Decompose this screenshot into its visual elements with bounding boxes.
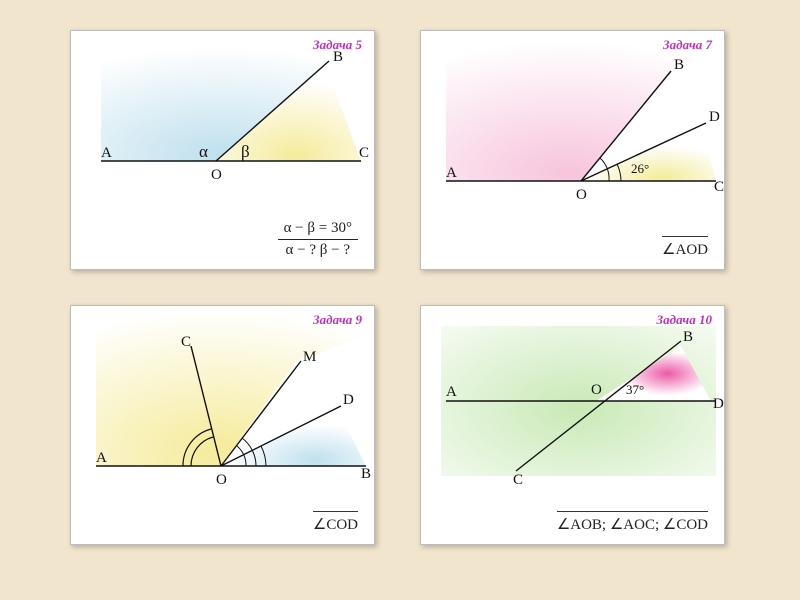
answer-box: α − β = 30°α − ? β − ?: [278, 220, 358, 259]
problem-card-c3: Задача 9 A O B C M D ∠COD: [70, 305, 375, 545]
diagram: AOCBαβ: [71, 31, 376, 196]
point-label: D: [709, 109, 720, 125]
point-label: C: [181, 334, 191, 350]
card-title: Задача 10: [657, 312, 712, 328]
answer-box: ∠AOB; ∠AOC; ∠COD: [557, 508, 708, 534]
annotation-text: 37°: [626, 382, 644, 397]
card-title: Задача 9: [313, 312, 362, 328]
answer-box: ∠COD: [313, 508, 358, 534]
point-label: C: [714, 179, 724, 195]
annotation-text: α: [199, 142, 208, 161]
point-label: B: [674, 57, 684, 73]
point-label: O: [216, 472, 227, 488]
point-label: A: [446, 384, 457, 400]
point-label: C: [513, 472, 523, 488]
diagram: A O B C M D: [71, 306, 376, 491]
point-label: O: [211, 167, 222, 183]
point-label: D: [713, 396, 724, 412]
point-label: B: [683, 329, 693, 345]
point-label: A: [101, 145, 112, 161]
point-label: A: [446, 165, 457, 181]
answer-box: ∠AOD: [662, 233, 708, 259]
card-title: Задача 7: [663, 37, 712, 53]
problem-card-c2: Задача 7 A O C B D 26° ∠AOD: [420, 30, 725, 270]
diagram: A O D B C 37°: [421, 306, 726, 491]
problem-card-c1: Задача 5AOCBαβα − β = 30°α − ? β − ?: [70, 30, 375, 270]
diagram: A O C B D 26°: [421, 31, 726, 206]
annotation-text: 26°: [631, 161, 649, 176]
annotation-text: β: [241, 142, 250, 161]
point-label: D: [343, 392, 354, 408]
point-label: A: [96, 450, 107, 466]
point-label: M: [303, 349, 316, 365]
point-label: B: [361, 466, 371, 482]
point-label: O: [576, 187, 587, 203]
point-label: C: [359, 145, 369, 161]
problem-card-c4: Задача 10 A O D B C 37° ∠AOB; ∠AOC; ∠COD: [420, 305, 725, 545]
point-label: O: [591, 382, 602, 398]
card-title: Задача 5: [313, 37, 362, 53]
